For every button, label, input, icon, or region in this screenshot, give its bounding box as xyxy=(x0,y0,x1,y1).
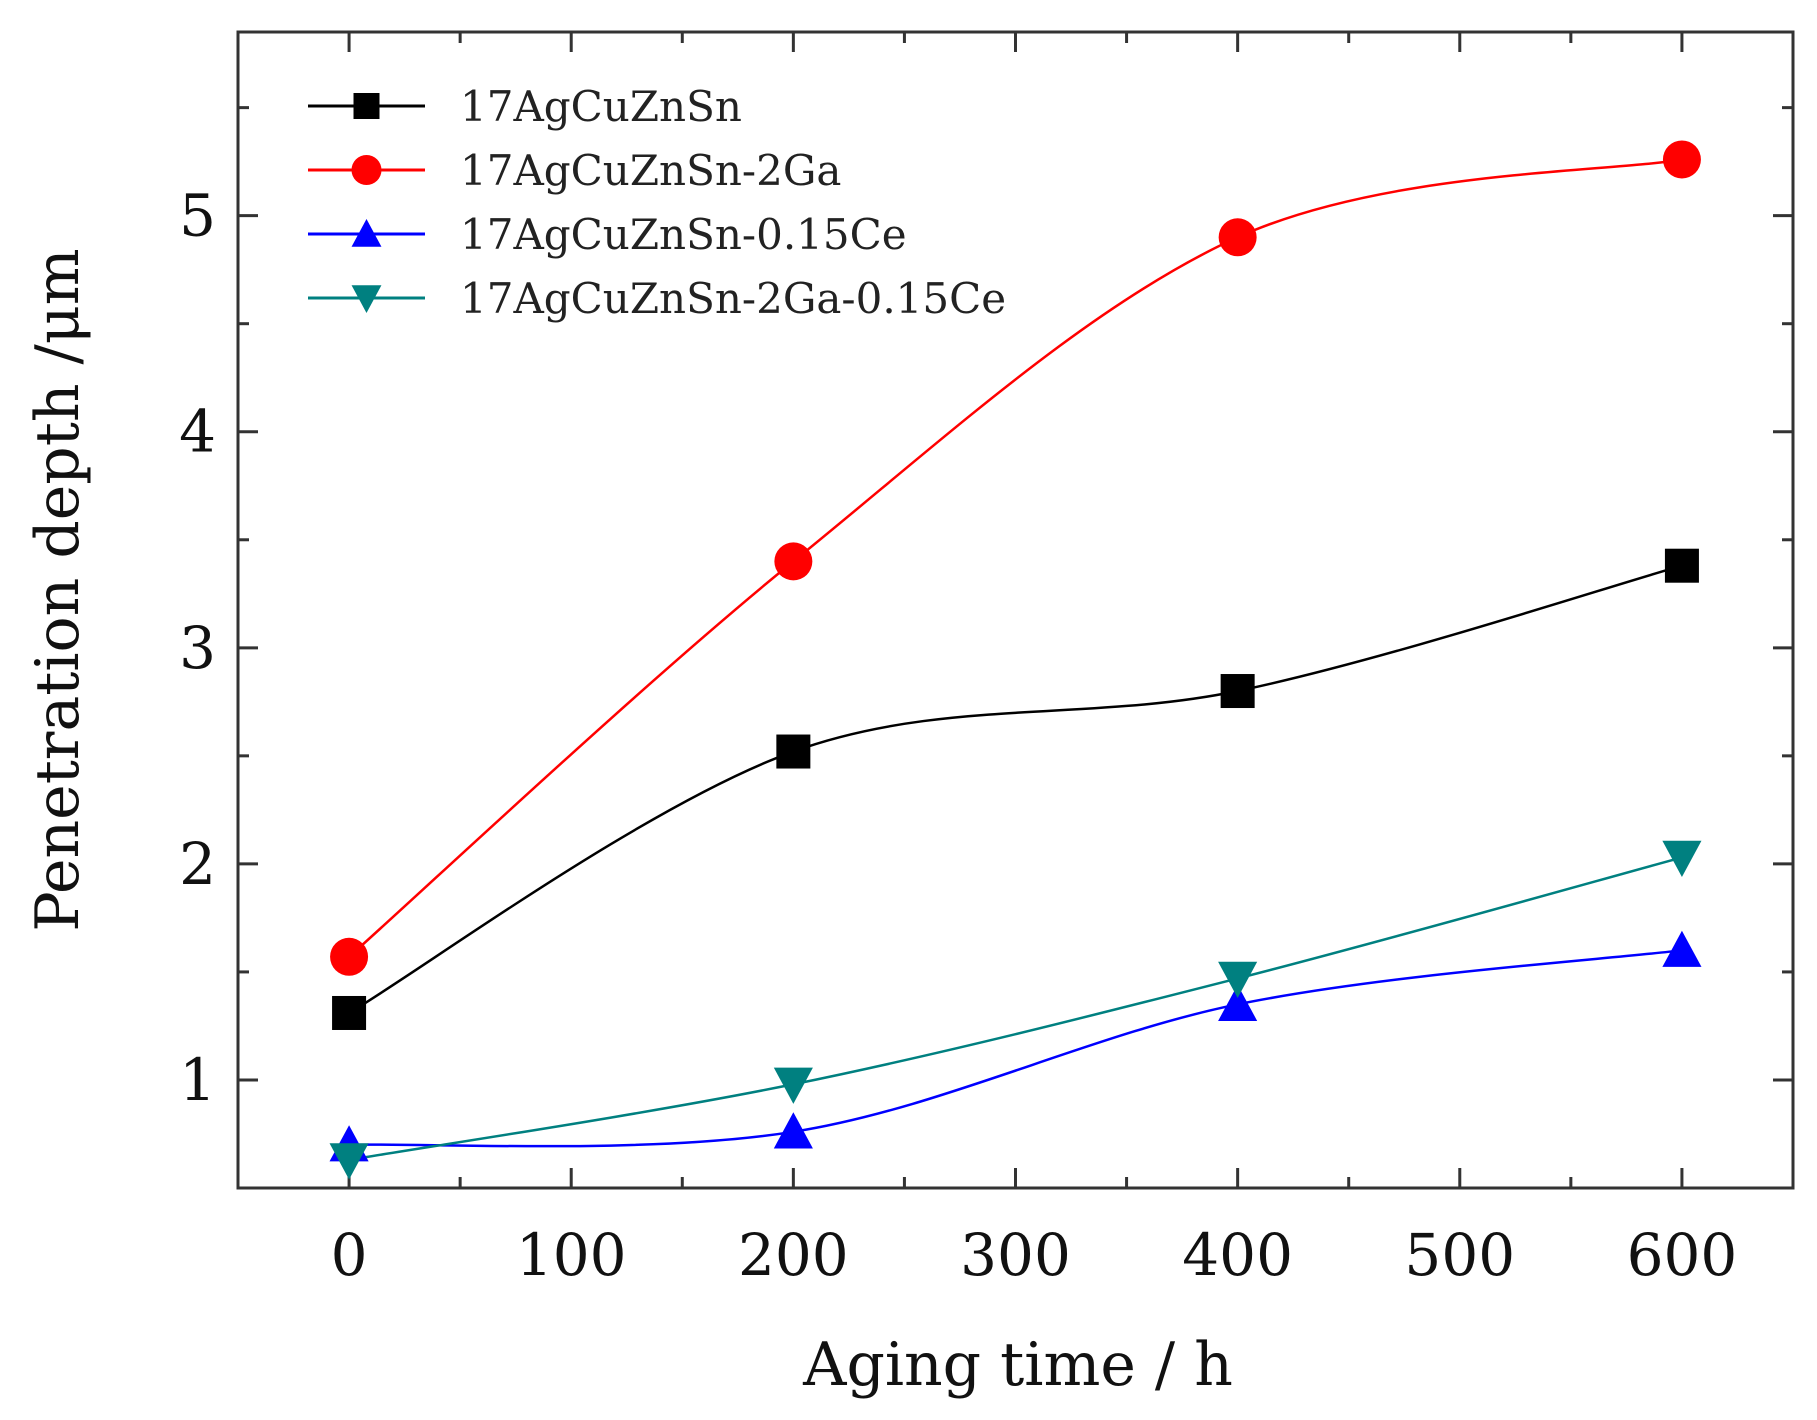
series-1-point xyxy=(332,995,367,1030)
y-tick-label: 1 xyxy=(179,1046,216,1114)
legend-marker xyxy=(351,155,382,185)
x-tick-label: 600 xyxy=(1627,1221,1738,1289)
series-2-line xyxy=(348,158,1683,958)
x-tick-label: 100 xyxy=(516,1221,627,1289)
series-3-point xyxy=(1218,984,1258,1021)
series-2-point xyxy=(1662,140,1701,179)
x-tick-label: 300 xyxy=(960,1221,1071,1289)
series-1-line xyxy=(348,564,1683,1015)
y-tick-label: 4 xyxy=(179,398,216,466)
legend-label: 17AgCuZnSn xyxy=(460,82,742,131)
series-2-point xyxy=(774,542,813,581)
series-3-point xyxy=(773,1112,813,1149)
legend-marker xyxy=(351,219,382,247)
x-tick-label: 200 xyxy=(738,1221,849,1289)
series-1-point xyxy=(776,734,811,769)
series-4-point xyxy=(773,1067,813,1104)
legend-label: 17AgCuZnSn-0.15Ce xyxy=(460,210,907,259)
x-axis-title: Aging time / h xyxy=(802,1330,1233,1400)
y-tick-label: 5 xyxy=(179,182,216,250)
series-3-point xyxy=(1662,930,1702,967)
legend-item: 17AgCuZnSn-2Ga-0.15Ce xyxy=(308,274,1006,323)
legend-item: 17AgCuZnSn-0.15Ce xyxy=(308,210,907,259)
legend-item: 17AgCuZnSn-2Ga xyxy=(308,146,841,195)
series-4-line xyxy=(348,856,1683,1162)
series-3-line xyxy=(349,949,1683,1148)
y-axis-title: Penetration depth /μm xyxy=(23,248,93,931)
plot-frame xyxy=(236,30,1795,1190)
x-tick-label: 400 xyxy=(1182,1221,1293,1289)
x-tick-label: 0 xyxy=(331,1221,368,1289)
x-tick-label: 500 xyxy=(1404,1221,1515,1289)
y-tick-label: 3 xyxy=(179,614,216,682)
y-tick-label: 2 xyxy=(179,830,216,898)
series-2-point xyxy=(1218,218,1257,257)
series-1-point xyxy=(1220,674,1255,709)
series-4-point xyxy=(1662,840,1702,877)
legend-item: 17AgCuZnSn xyxy=(308,82,742,131)
legend-label: 17AgCuZnSn-2Ga-0.15Ce xyxy=(460,274,1006,323)
legend-marker xyxy=(351,285,382,313)
legend-marker xyxy=(353,93,380,119)
series-4-point xyxy=(329,1143,369,1180)
series-2-point xyxy=(330,937,369,976)
series-1-point xyxy=(1664,548,1699,583)
legend-label: 17AgCuZnSn-2Ga xyxy=(460,146,841,195)
series-4-point xyxy=(1218,961,1258,998)
